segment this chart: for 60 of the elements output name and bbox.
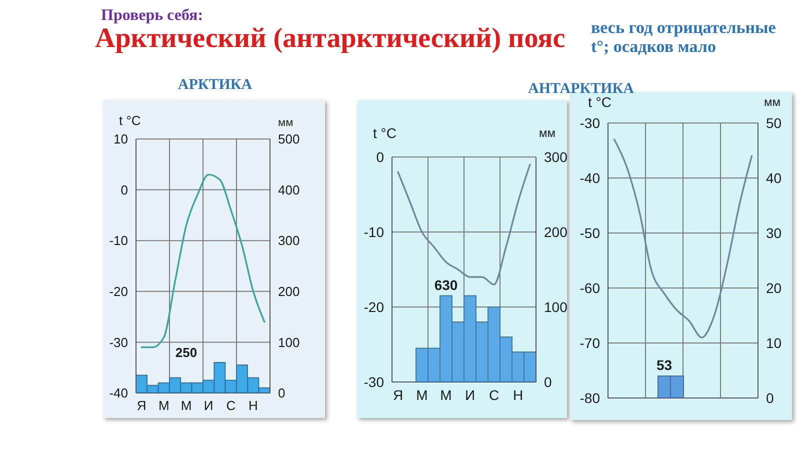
y2-tick-label: 100 — [544, 298, 568, 315]
line-series — [613, 138, 753, 338]
y-axis-title: t °C — [588, 94, 612, 110]
x-tick-label: М — [180, 398, 192, 414]
y-axis-title: t °C — [119, 113, 141, 128]
x-tick-label: М — [416, 386, 428, 403]
line-series — [140, 174, 266, 348]
y2-tick-label: 500 — [278, 132, 300, 147]
y-tick-label: -40 — [109, 386, 128, 401]
x-tick-label: И — [464, 386, 476, 403]
y2-tick-label: 30 — [766, 224, 782, 241]
y-tick-label: -20 — [364, 298, 384, 315]
x-tick-label: Н — [512, 386, 524, 403]
x-tick-label: М — [158, 398, 170, 414]
annotation: 630 — [434, 276, 458, 293]
y2-tick-label: 0 — [278, 386, 286, 401]
x-tick-label: С — [488, 386, 500, 403]
x-tick-label: Я — [392, 386, 404, 403]
text: Проверь себя: — [101, 7, 204, 25]
x-tick-label: Н — [248, 398, 258, 414]
y-tick-label: -30 — [109, 334, 128, 350]
y2-axis-title: мм — [539, 126, 556, 140]
y-tick-label: -50 — [580, 224, 600, 241]
y2-tick-label: 200 — [544, 224, 568, 240]
y2-tick-label: 100 — [278, 334, 300, 350]
y-tick-label: -20 — [109, 284, 128, 300]
y-tick-label: -40 — [580, 170, 600, 186]
y-axis-title: t °C — [373, 125, 396, 141]
chart-title: АРКТИКА — [178, 77, 252, 94]
y-tick-label: -30 — [364, 374, 384, 390]
y-tick-label: 10 — [114, 132, 128, 147]
y2-axis-title: мм — [764, 95, 780, 109]
y2-axis-title: мм — [278, 117, 294, 129]
y2-tick-label: 40 — [766, 170, 782, 186]
y2-tick-label: 10 — [766, 334, 782, 351]
x-tick-label: И — [204, 398, 214, 414]
y2-tick-label: 300 — [544, 148, 568, 165]
y-tick-label: -10 — [109, 233, 128, 248]
annotation: 250 — [175, 344, 198, 360]
y-tick-label: 0 — [376, 148, 384, 165]
y-tick-label: 0 — [120, 182, 128, 198]
y-tick-label: -10 — [364, 224, 384, 240]
y-tick-label: -80 — [580, 390, 600, 406]
y-tick-label: -60 — [580, 280, 600, 296]
y2-tick-label: 300 — [278, 233, 300, 248]
text: АНТАРКТИКА — [528, 81, 634, 97]
x-tick-label: Я — [136, 398, 146, 414]
y2-tick-label: 50 — [766, 114, 782, 131]
y2-tick-label: 200 — [278, 284, 300, 300]
text: весь год отрицательные t°; осадков мало — [591, 18, 777, 56]
annotation: 53 — [656, 357, 672, 373]
y2-tick-label: 0 — [544, 374, 552, 390]
y-tick-label: -30 — [580, 114, 600, 131]
text: Арктический (антарктический) пояс — [95, 23, 566, 55]
y2-tick-label: 20 — [766, 280, 782, 296]
y2-tick-label: 0 — [766, 390, 774, 406]
y2-tick-label: 400 — [278, 182, 300, 198]
x-tick-label: М — [440, 386, 452, 403]
x-tick-label: С — [226, 398, 236, 414]
y-tick-label: -70 — [580, 334, 600, 351]
